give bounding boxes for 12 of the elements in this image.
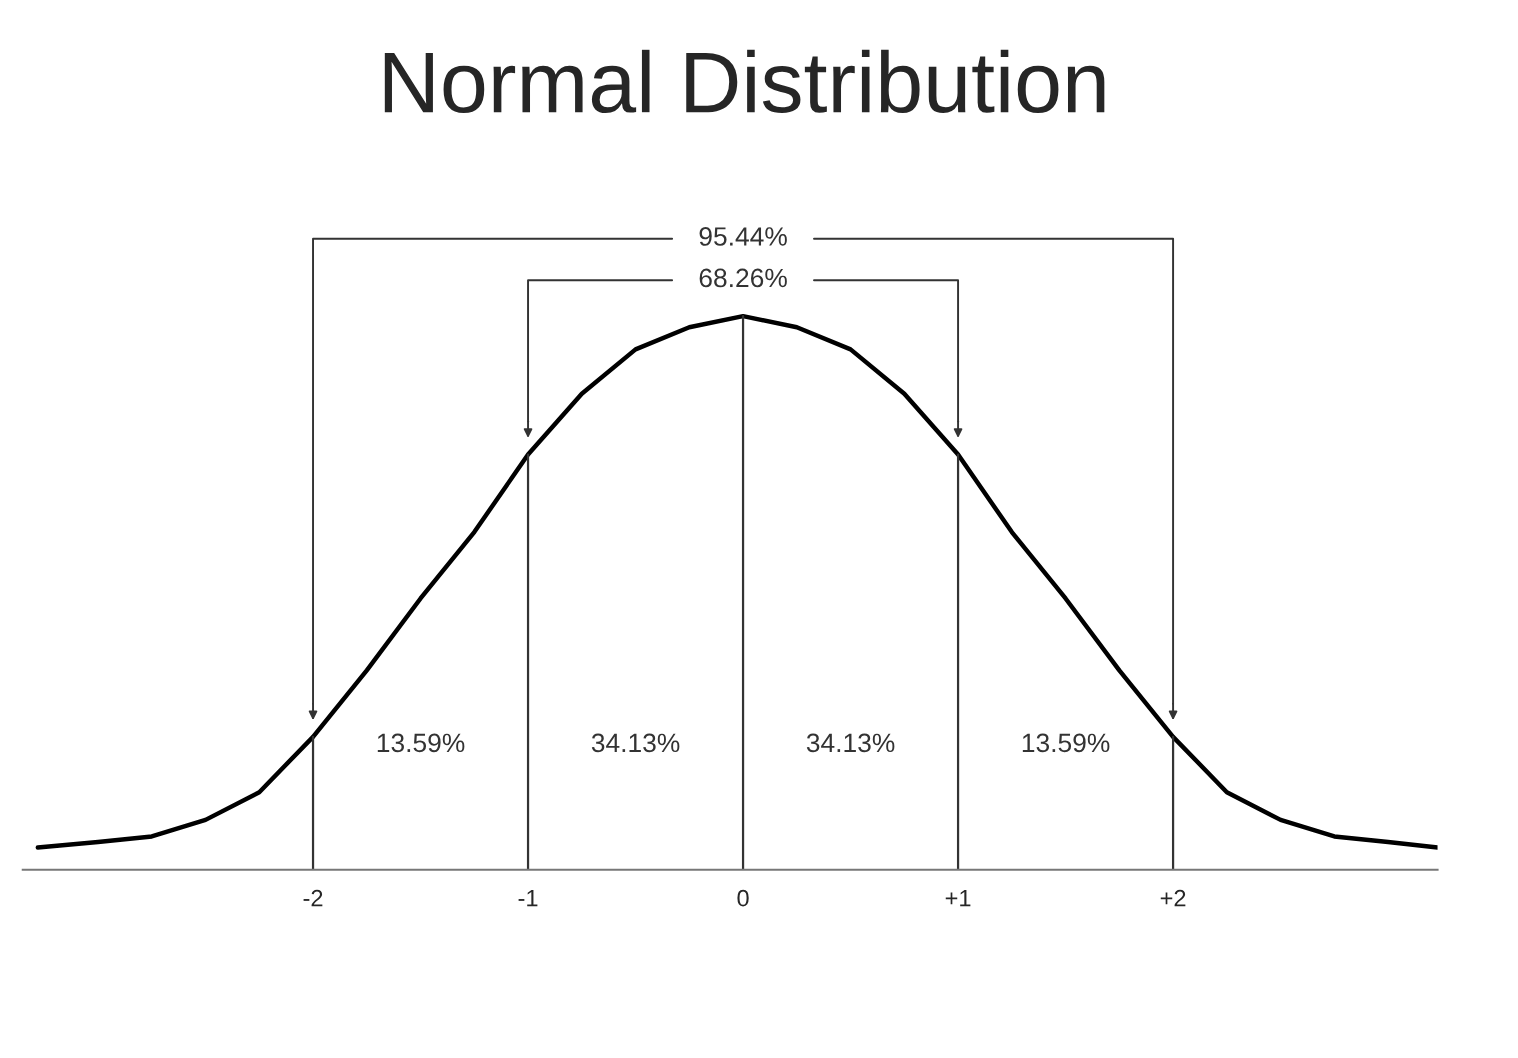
text: 68.26% (699, 268, 787, 288)
chart-title: Normal Distribution (384, 49, 1105, 114)
text: 95.44% (699, 227, 787, 246)
x-tick-label: +2 (1160, 889, 1186, 907)
annotation: 34.13% (806, 733, 895, 753)
x-tick-label: 0 (737, 889, 749, 907)
annotation: 13.59% (377, 733, 465, 753)
x-tick-label: -2 (303, 889, 323, 907)
x-tick-label: +1 (945, 889, 971, 907)
x-tick-label: -1 (518, 889, 538, 907)
annotation: 34.13% (591, 733, 680, 753)
annotation: 13.59% (1022, 733, 1110, 753)
